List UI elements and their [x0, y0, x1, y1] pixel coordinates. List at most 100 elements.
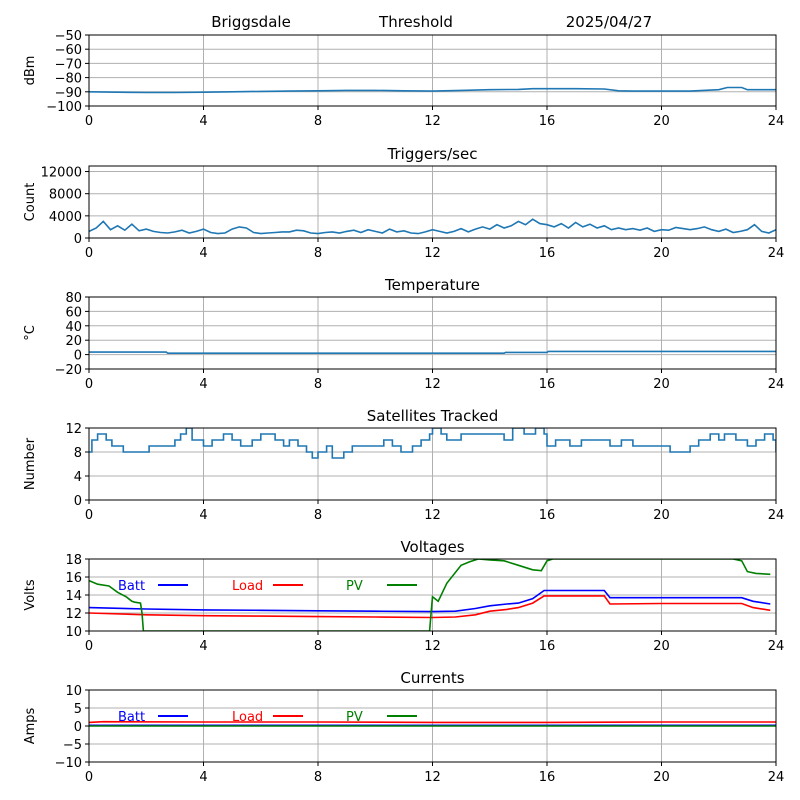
currents-ytick-label: −10: [55, 756, 82, 771]
satellites-xtick-label: 16: [539, 508, 556, 523]
triggers-xtick-label: 24: [768, 246, 785, 261]
signal-xtick-label: 12: [424, 114, 441, 129]
signal-xtick-label: 16: [539, 114, 556, 129]
voltages-legend-pv-label: PV: [346, 579, 363, 594]
temperature-title: Temperature: [384, 276, 480, 294]
temperature-ytick-label: 0: [74, 349, 82, 364]
triggers-xtick-label: 4: [199, 246, 207, 261]
currents-legend-pv-label: PV: [346, 710, 363, 725]
currents-legend-load-label: Load: [232, 710, 263, 725]
triggers-xtick-label: 12: [424, 246, 441, 261]
signal-ytick-label: −50: [55, 29, 82, 44]
currents-xtick-label: 0: [85, 770, 93, 785]
temperature-xtick-label: 8: [314, 377, 322, 392]
signal-xtick-label: 20: [653, 114, 670, 129]
currents-panel: Currents 0 4 8 12 16 20 24 −10 −5 0 5 10 Amps Batt Load…: [23, 669, 784, 785]
temperature-xtick-label: 0: [85, 377, 93, 392]
currents-title: Currents: [400, 669, 464, 687]
triggers-title: Triggers/sec: [387, 145, 478, 163]
currents-ylabel: Amps: [23, 707, 38, 744]
signal-panel: 0 4 8 12 16 20 24 −100−90−80−70−60−50 dBm: [23, 29, 784, 129]
satellites-ytick-label: 0: [74, 494, 82, 509]
triggers-ytick-label: 12000: [41, 166, 82, 181]
satellites-series-line0: [89, 428, 776, 459]
currents-xtick-label: 12: [424, 770, 441, 785]
signal-xtick-label: 24: [768, 114, 785, 129]
temperature-xtick-label: 4: [199, 377, 207, 392]
triggers-ytick-label: 8000: [49, 188, 82, 203]
signal-xtick-label: 8: [314, 114, 322, 129]
signal-xtick-label: 4: [199, 114, 207, 129]
voltages-title: Voltages: [400, 538, 464, 556]
voltages-ytick-label: 16: [65, 571, 82, 586]
satellites-ytick-label: 12: [65, 422, 82, 437]
satellites-xtick-label: 4: [199, 508, 207, 523]
temperature-xtick-label: 20: [653, 377, 670, 392]
currents-xtick-label: 20: [653, 770, 670, 785]
signal-ytick-label: −100: [46, 100, 82, 115]
triggers-xtick-label: 16: [539, 246, 556, 261]
voltages-ytick-label: 14: [65, 589, 82, 604]
voltages-ytick-label: 18: [65, 553, 82, 568]
satellites-title: Satellites Tracked: [367, 407, 498, 425]
currents-frame: [88, 689, 777, 763]
signal-ytick-label: −80: [55, 72, 82, 87]
temperature-xtick-label: 16: [539, 377, 556, 392]
satellites-xtick-label: 24: [768, 508, 785, 523]
temperature-ytick-label: 20: [65, 334, 82, 349]
satellites-xtick-label: 12: [424, 508, 441, 523]
voltages-xtick-label: 0: [85, 639, 93, 654]
voltages-xtick-label: 24: [768, 639, 785, 654]
satellites-panel: Satellites Tracked 0 4 8 12 16 20 24 0 4 8 12 Number: [23, 407, 784, 523]
voltages-series-batt: [89, 589, 771, 613]
temperature-ytick-label: 40: [65, 320, 82, 335]
voltages-series-pv: [89, 559, 771, 631]
signal-ytick-label: −90: [55, 86, 82, 101]
voltages-series-load: [89, 595, 771, 619]
temperature-ytick-label: 80: [65, 291, 82, 306]
station-name: Briggsdale: [211, 13, 291, 31]
currents-xtick-label: 16: [539, 770, 556, 785]
signal-xtick-label: 0: [85, 114, 93, 129]
voltages-legend-load-label: Load: [232, 579, 263, 594]
temperature-ytick-label: 60: [65, 305, 82, 320]
signal-ytick-label: −70: [55, 57, 82, 72]
currents-xtick-label: 4: [199, 770, 207, 785]
triggers-xtick-label: 0: [85, 246, 93, 261]
signal-ylabel: dBm: [23, 56, 38, 86]
satellites-ytick-label: 4: [74, 470, 82, 485]
satellites-ylabel: Number: [23, 437, 38, 490]
voltages-xtick-label: 12: [424, 639, 441, 654]
currents-xtick-label: 24: [768, 770, 785, 785]
signal-ytick-label: −60: [55, 43, 82, 58]
signal-frame: [88, 34, 777, 107]
voltages-ytick-label: 10: [65, 625, 82, 640]
currents-xtick-label: 8: [314, 770, 322, 785]
voltages-panel: Voltages 0 4 8 12 16 20 24 10 12 14 16 18 Volts Batt Lo…: [23, 538, 784, 654]
voltages-xtick-label: 20: [653, 639, 670, 654]
currents-ytick-label: 10: [65, 684, 82, 699]
temperature-series-line0: [89, 350, 776, 355]
triggers-ytick-label: 0: [74, 232, 82, 247]
triggers-panel: Triggers/sec 0 4 8 12 16 20 24 0 4000 8000 12000Cou…: [23, 145, 784, 261]
satellites-ytick-label: 8: [74, 446, 82, 461]
triggers-xtick-label: 20: [653, 246, 670, 261]
voltages-ylabel: Volts: [23, 579, 38, 611]
voltages-ytick-label: 12: [65, 607, 82, 622]
triggers-series-line0: [89, 218, 776, 235]
currents-series-load: [89, 720, 776, 724]
currents-ytick-label: −5: [63, 738, 82, 753]
satellites-xtick-label: 8: [314, 508, 322, 523]
satellites-xtick-label: 20: [653, 508, 670, 523]
date-label: 2025/04/27: [566, 13, 652, 31]
satellites-xtick-label: 0: [85, 508, 93, 523]
voltages-legend-batt-label: Batt: [118, 579, 145, 594]
temperature-ytick-label: −20: [55, 363, 82, 378]
signal-series-line0: [89, 86, 776, 94]
triggers-ytick-label: 4000: [49, 210, 82, 225]
satellites-frame: [88, 427, 777, 501]
temperature-xtick-label: 12: [424, 377, 441, 392]
voltages-xtick-label: 16: [539, 639, 556, 654]
